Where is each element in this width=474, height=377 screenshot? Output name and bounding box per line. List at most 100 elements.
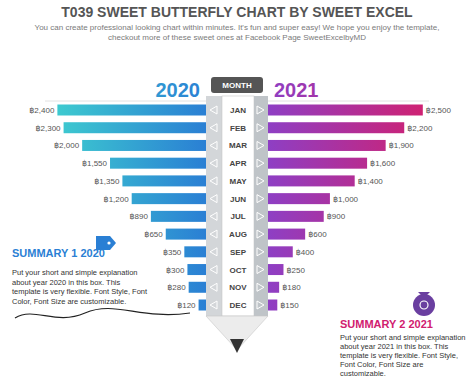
data-label: ฿900 (327, 212, 346, 221)
bar (268, 300, 277, 311)
bar (64, 122, 206, 133)
arrow-icon (210, 248, 217, 256)
bar (268, 246, 293, 257)
arrow-icon (257, 212, 264, 220)
series-label: 2020 (156, 79, 201, 101)
scribble (15, 308, 190, 318)
bar (82, 140, 206, 151)
arrow-icon (257, 301, 264, 309)
bar (268, 122, 404, 133)
arrow-icon (257, 106, 264, 114)
category-label: JUL (230, 212, 245, 221)
bar (132, 193, 206, 204)
bar (187, 264, 206, 275)
arrow-icon (257, 230, 264, 238)
arrow-icon (210, 212, 217, 220)
arrow-icon (257, 266, 264, 274)
bar (122, 175, 206, 186)
data-label: ฿1,400 (358, 177, 384, 186)
annotation-text: Put your short and simple explanation ab… (340, 333, 470, 377)
data-label: ฿1,200 (104, 195, 130, 204)
category-label: OCT (230, 266, 247, 275)
header-box (211, 77, 263, 93)
data-label: ฿150 (280, 301, 299, 310)
data-label: ฿890 (129, 212, 148, 221)
category-label: DEC (230, 301, 247, 310)
arrow-icon (257, 283, 264, 291)
subtitle: You can create professional looking char… (22, 23, 452, 43)
data-label: ฿2,300 (35, 124, 61, 133)
data-label: ฿250 (286, 266, 305, 275)
arrow-icon (210, 106, 217, 114)
category-label: SEP (230, 248, 247, 257)
arrow-icon (210, 159, 217, 167)
arrow-icon (257, 195, 264, 203)
series-label: 2021 (274, 79, 319, 101)
bar (110, 158, 206, 169)
data-label: ฿1,000 (333, 195, 359, 204)
data-label: ฿1,550 (82, 159, 108, 168)
arrow-icon (210, 177, 217, 185)
category-label: NOV (229, 283, 247, 292)
bar (268, 264, 283, 275)
arrow-icon (210, 141, 217, 149)
tag-icon (96, 236, 116, 250)
data-label: ฿350 (163, 248, 182, 257)
bar (268, 282, 279, 293)
bar (268, 140, 386, 151)
bar (268, 105, 423, 116)
arrow-icon (210, 230, 217, 238)
annotation-text: Put your short and simple explanation ab… (12, 268, 150, 306)
data-label: ฿120 (177, 301, 196, 310)
bars-right (268, 105, 423, 311)
category-label: FEB (230, 124, 246, 133)
tag-icon-hole (107, 241, 110, 244)
data-label: ฿2,500 (426, 106, 452, 115)
bar (189, 282, 206, 293)
category-label: APR (230, 159, 247, 168)
pencil-side (254, 96, 268, 316)
page: {"chart_data": {"type": "bar", "orientat… (0, 0, 474, 377)
bar (268, 158, 367, 169)
bar (268, 211, 324, 222)
category-label: JUN (230, 195, 246, 204)
bar (166, 229, 206, 240)
data-label: ฿1,600 (370, 159, 396, 168)
data-label: ฿1,900 (389, 141, 415, 150)
bag-icon-mark (420, 301, 428, 309)
chart-canvas: T039 SWEET BUTTERFLY CHART BY SWEET EXCE… (0, 0, 474, 377)
arrow-icon (257, 124, 264, 132)
data-label: ฿2,200 (407, 124, 433, 133)
annotation-title: SUMMARY 1 2020 (12, 247, 105, 259)
data-label: ฿2,400 (29, 106, 55, 115)
data-label: ฿280 (167, 283, 186, 292)
arrow-icon (257, 248, 264, 256)
pencil-body (222, 96, 254, 316)
data-label: ฿1,350 (94, 177, 120, 186)
bar (199, 300, 206, 311)
data-label: ฿600 (308, 230, 327, 239)
bar (268, 193, 330, 204)
data-label: ฿650 (144, 230, 163, 239)
arrow-icon (257, 159, 264, 167)
data-label: ฿2,000 (54, 141, 80, 150)
arrow-icon (257, 141, 264, 149)
bar (184, 246, 206, 257)
title: T039 SWEET BUTTERFLY CHART BY SWEET EXCE… (61, 4, 413, 20)
data-label: ฿300 (166, 266, 185, 275)
arrow-icon (210, 283, 217, 291)
arrow-icon (210, 266, 217, 274)
bar (268, 229, 305, 240)
bar (57, 105, 206, 116)
category-label: AUG (229, 230, 247, 239)
annotation-title: SUMMARY 2 2021 (340, 318, 433, 330)
bar (268, 175, 355, 186)
arrow-icon (210, 301, 217, 309)
bar (151, 211, 206, 222)
arrow-icon (257, 177, 264, 185)
bag-icon (413, 294, 435, 316)
category-label: MAR (229, 141, 247, 150)
data-label: ฿400 (296, 248, 315, 257)
bag-icon-top (418, 292, 430, 296)
category-label: MAY (229, 177, 247, 186)
